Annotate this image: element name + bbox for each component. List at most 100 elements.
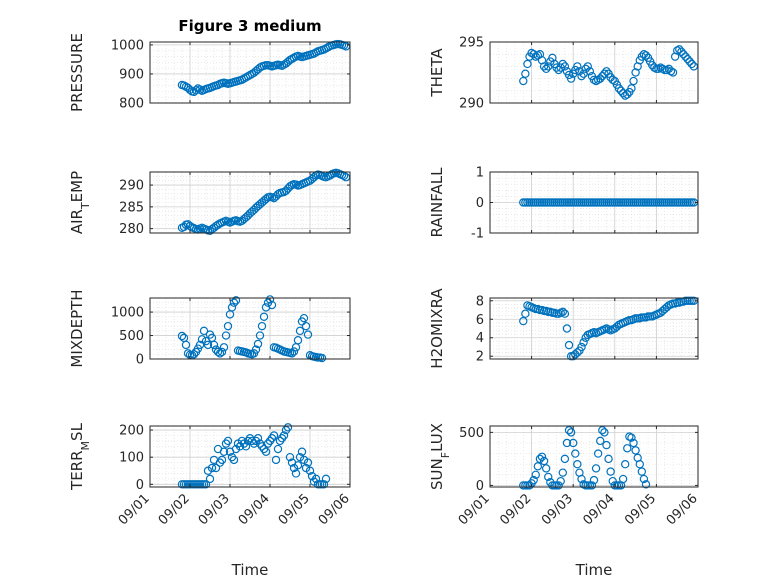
data-point — [529, 50, 538, 59]
data-point — [197, 335, 207, 344]
data-point — [587, 481, 597, 490]
chart-terr-msl: 0 100 200 09/01 09/02 09/03 09/04 09/05 09/06 TER… — [68, 422, 353, 579]
x-tick-label: 09/06 — [664, 491, 701, 528]
data-point — [273, 444, 283, 454]
data-point — [554, 481, 563, 490]
y-tick-label: 290 — [459, 97, 484, 112]
data-point — [641, 480, 651, 489]
data-point — [207, 463, 217, 473]
x-tick-label: 09/04 — [581, 491, 618, 528]
x-tick-label: 09/03 — [196, 491, 233, 528]
data-point — [552, 63, 561, 72]
data-point — [533, 51, 543, 60]
data-point — [317, 353, 327, 363]
data-point — [253, 339, 263, 349]
data-point — [521, 309, 530, 318]
data-point — [598, 426, 607, 435]
data-point — [650, 63, 659, 72]
data-point — [533, 462, 543, 471]
axes-box — [149, 41, 351, 104]
data-point — [223, 436, 233, 446]
data-point — [608, 476, 617, 486]
data-point — [596, 74, 605, 83]
data-point — [539, 456, 549, 466]
data-point — [185, 85, 195, 95]
data-point — [529, 475, 538, 485]
data-point — [241, 442, 251, 451]
axes-box — [149, 297, 351, 360]
y-axis-label: RAINFALL — [428, 167, 446, 238]
y-tick-label: 295 — [459, 36, 484, 51]
y-tick-label: 6 — [476, 313, 484, 328]
data-point — [566, 74, 576, 83]
plot-area — [490, 426, 698, 487]
data-point — [562, 438, 572, 448]
data-series — [519, 198, 699, 207]
chart-theta: 290 295 THETA — [428, 36, 699, 112]
data-point — [303, 458, 313, 467]
data-point — [253, 434, 263, 443]
data-point — [616, 86, 626, 96]
data-point — [227, 303, 237, 312]
y-axis-label: H2OMIXRA — [428, 288, 446, 369]
data-point — [211, 463, 221, 473]
data-point — [637, 52, 647, 61]
x-axis-label: Time — [231, 561, 269, 579]
data-point — [614, 84, 624, 93]
data-point — [685, 57, 694, 66]
y-axis-label: MIXDEPTH — [68, 289, 86, 367]
data-point — [217, 455, 227, 465]
data-point — [231, 296, 241, 305]
minor-grid — [490, 426, 698, 487]
data-point — [291, 469, 301, 478]
data-point — [573, 459, 582, 469]
data-point — [195, 340, 205, 350]
y-tick-label: 280 — [119, 222, 144, 237]
plot-area — [150, 298, 350, 359]
data-series — [519, 45, 699, 100]
data-point — [177, 331, 187, 341]
data-point — [321, 474, 331, 484]
data-point — [261, 194, 271, 204]
y-tick-label: 0 — [136, 353, 144, 368]
data-series — [177, 423, 331, 489]
chart-sun-flux: 0 500 09/01 09/02 09/03 09/04 09/05 09/06 SUNFLU… — [428, 423, 701, 579]
y-axis-label: SUNFLUX — [428, 423, 452, 490]
data-point — [541, 464, 551, 473]
chart-title: Figure 3 medium — [178, 17, 321, 35]
y-tick-label: 0 — [136, 478, 144, 493]
data-point — [569, 438, 578, 448]
data-point — [639, 474, 649, 484]
data-point — [311, 474, 321, 484]
data-point — [554, 65, 563, 75]
tick-marks — [149, 426, 351, 487]
data-point — [573, 348, 582, 357]
data-point — [591, 464, 601, 473]
data-point — [618, 474, 628, 484]
data-point — [259, 312, 269, 321]
data-point — [519, 316, 528, 326]
data-point — [521, 69, 530, 78]
y-axis-label: THETA — [428, 48, 446, 98]
data-point — [257, 321, 267, 331]
x-tick-label: 09/01 — [456, 491, 493, 528]
tick-marks — [149, 42, 351, 104]
data-point — [221, 331, 231, 340]
data-point — [637, 467, 647, 476]
axes-box — [489, 297, 699, 360]
data-point — [215, 349, 225, 358]
data-point — [523, 59, 532, 69]
chart-mixdepth: 0 500 1000 MIXDEPTH — [68, 289, 351, 368]
tick-marks — [489, 41, 699, 104]
data-series — [177, 39, 351, 97]
y-tick-label: -1 — [471, 227, 484, 242]
data-point — [183, 349, 193, 358]
data-point — [289, 53, 299, 62]
y-tick-label: 800 — [119, 97, 144, 112]
data-point — [219, 343, 229, 352]
data-point — [564, 426, 574, 435]
data-point — [213, 347, 223, 357]
data-point — [662, 303, 672, 312]
data-point — [255, 331, 265, 340]
